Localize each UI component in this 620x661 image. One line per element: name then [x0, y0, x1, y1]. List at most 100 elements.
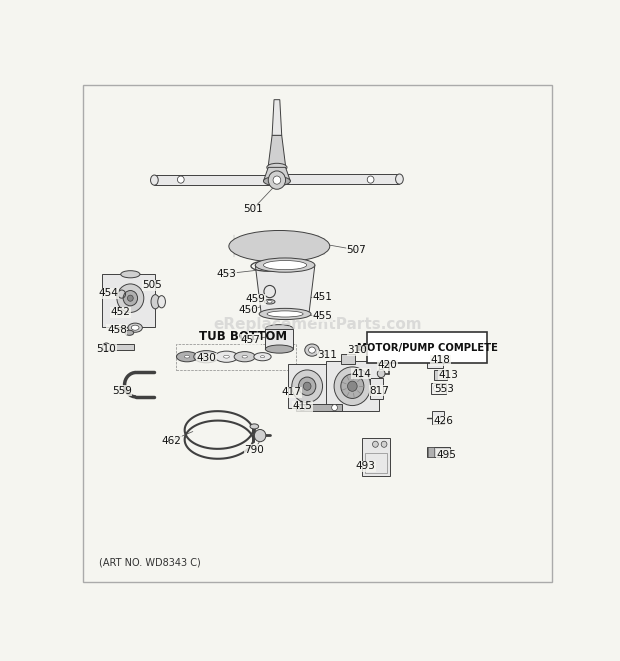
Ellipse shape — [194, 350, 219, 363]
Polygon shape — [265, 329, 293, 349]
Ellipse shape — [305, 344, 319, 356]
Text: TUB BOTTOM: TUB BOTTOM — [199, 330, 287, 343]
Bar — [365, 453, 387, 473]
Circle shape — [348, 381, 357, 391]
Ellipse shape — [242, 356, 247, 358]
Circle shape — [303, 382, 311, 390]
Text: (ART NO. WD8343 C): (ART NO. WD8343 C) — [99, 558, 201, 568]
Polygon shape — [154, 175, 272, 185]
Ellipse shape — [254, 352, 271, 361]
Polygon shape — [281, 174, 399, 184]
Bar — [362, 438, 390, 477]
Text: 420: 420 — [378, 360, 397, 370]
Bar — [176, 344, 296, 370]
Text: 452: 452 — [111, 307, 131, 317]
Text: 451: 451 — [312, 292, 332, 302]
Ellipse shape — [128, 323, 143, 332]
Text: 507: 507 — [347, 245, 366, 255]
Ellipse shape — [234, 352, 255, 362]
Ellipse shape — [151, 175, 158, 185]
Bar — [431, 383, 446, 394]
FancyBboxPatch shape — [367, 332, 487, 364]
Text: eReplacementParts.com: eReplacementParts.com — [213, 317, 422, 332]
Ellipse shape — [157, 295, 166, 308]
Ellipse shape — [267, 163, 287, 171]
Circle shape — [433, 385, 440, 392]
Text: 462: 462 — [161, 436, 181, 446]
Circle shape — [268, 171, 286, 189]
Polygon shape — [432, 411, 444, 424]
Ellipse shape — [264, 176, 290, 186]
Text: 790: 790 — [244, 445, 264, 455]
Ellipse shape — [309, 347, 316, 353]
Text: 413: 413 — [438, 369, 458, 379]
Circle shape — [299, 405, 305, 410]
Polygon shape — [107, 344, 134, 350]
Ellipse shape — [264, 260, 307, 270]
Text: 418: 418 — [430, 355, 450, 366]
Polygon shape — [268, 136, 286, 166]
Ellipse shape — [203, 355, 210, 358]
Ellipse shape — [267, 311, 303, 317]
Circle shape — [117, 284, 144, 313]
Ellipse shape — [259, 308, 311, 319]
Circle shape — [128, 295, 133, 301]
Bar — [296, 403, 342, 411]
Text: 454: 454 — [99, 288, 118, 298]
Ellipse shape — [102, 343, 110, 351]
Polygon shape — [427, 447, 450, 457]
Text: 415: 415 — [293, 401, 312, 411]
Ellipse shape — [215, 351, 238, 362]
Text: 510: 510 — [97, 344, 116, 354]
Circle shape — [367, 176, 374, 183]
Polygon shape — [272, 100, 281, 136]
Ellipse shape — [264, 299, 275, 304]
Bar — [434, 370, 448, 379]
Text: 426: 426 — [434, 416, 454, 426]
Ellipse shape — [131, 325, 139, 330]
Ellipse shape — [125, 330, 134, 335]
Circle shape — [177, 176, 184, 183]
Ellipse shape — [250, 424, 259, 429]
Ellipse shape — [396, 174, 403, 184]
Text: 495: 495 — [436, 450, 456, 460]
Text: 455: 455 — [312, 311, 332, 321]
Bar — [427, 352, 443, 368]
Text: 559: 559 — [112, 386, 131, 396]
Text: 310: 310 — [347, 345, 367, 355]
Text: 501: 501 — [243, 204, 263, 214]
Text: 553: 553 — [434, 384, 454, 394]
Circle shape — [381, 441, 387, 447]
Text: 414: 414 — [351, 368, 371, 379]
Circle shape — [298, 377, 316, 395]
Ellipse shape — [265, 325, 293, 332]
Ellipse shape — [151, 295, 160, 309]
Bar — [370, 377, 383, 399]
Ellipse shape — [260, 356, 265, 358]
Text: 493: 493 — [356, 461, 376, 471]
Bar — [428, 447, 434, 457]
Text: 453: 453 — [216, 269, 236, 279]
Text: 450: 450 — [238, 305, 258, 315]
Ellipse shape — [184, 356, 190, 358]
Ellipse shape — [267, 301, 272, 303]
Bar — [326, 362, 379, 411]
Circle shape — [292, 370, 322, 403]
Circle shape — [332, 405, 337, 410]
Text: 505: 505 — [142, 280, 162, 290]
Ellipse shape — [121, 271, 140, 278]
Circle shape — [334, 367, 371, 406]
Circle shape — [373, 441, 378, 447]
Ellipse shape — [265, 345, 293, 353]
Polygon shape — [255, 265, 315, 313]
Ellipse shape — [255, 258, 315, 272]
Circle shape — [123, 291, 138, 306]
Text: 417: 417 — [281, 387, 301, 397]
Text: 311: 311 — [317, 350, 337, 360]
Circle shape — [378, 369, 385, 377]
Polygon shape — [264, 167, 290, 181]
Text: 459: 459 — [246, 294, 265, 304]
Ellipse shape — [229, 231, 330, 262]
Text: 430: 430 — [197, 353, 216, 364]
Text: 457: 457 — [241, 335, 260, 345]
